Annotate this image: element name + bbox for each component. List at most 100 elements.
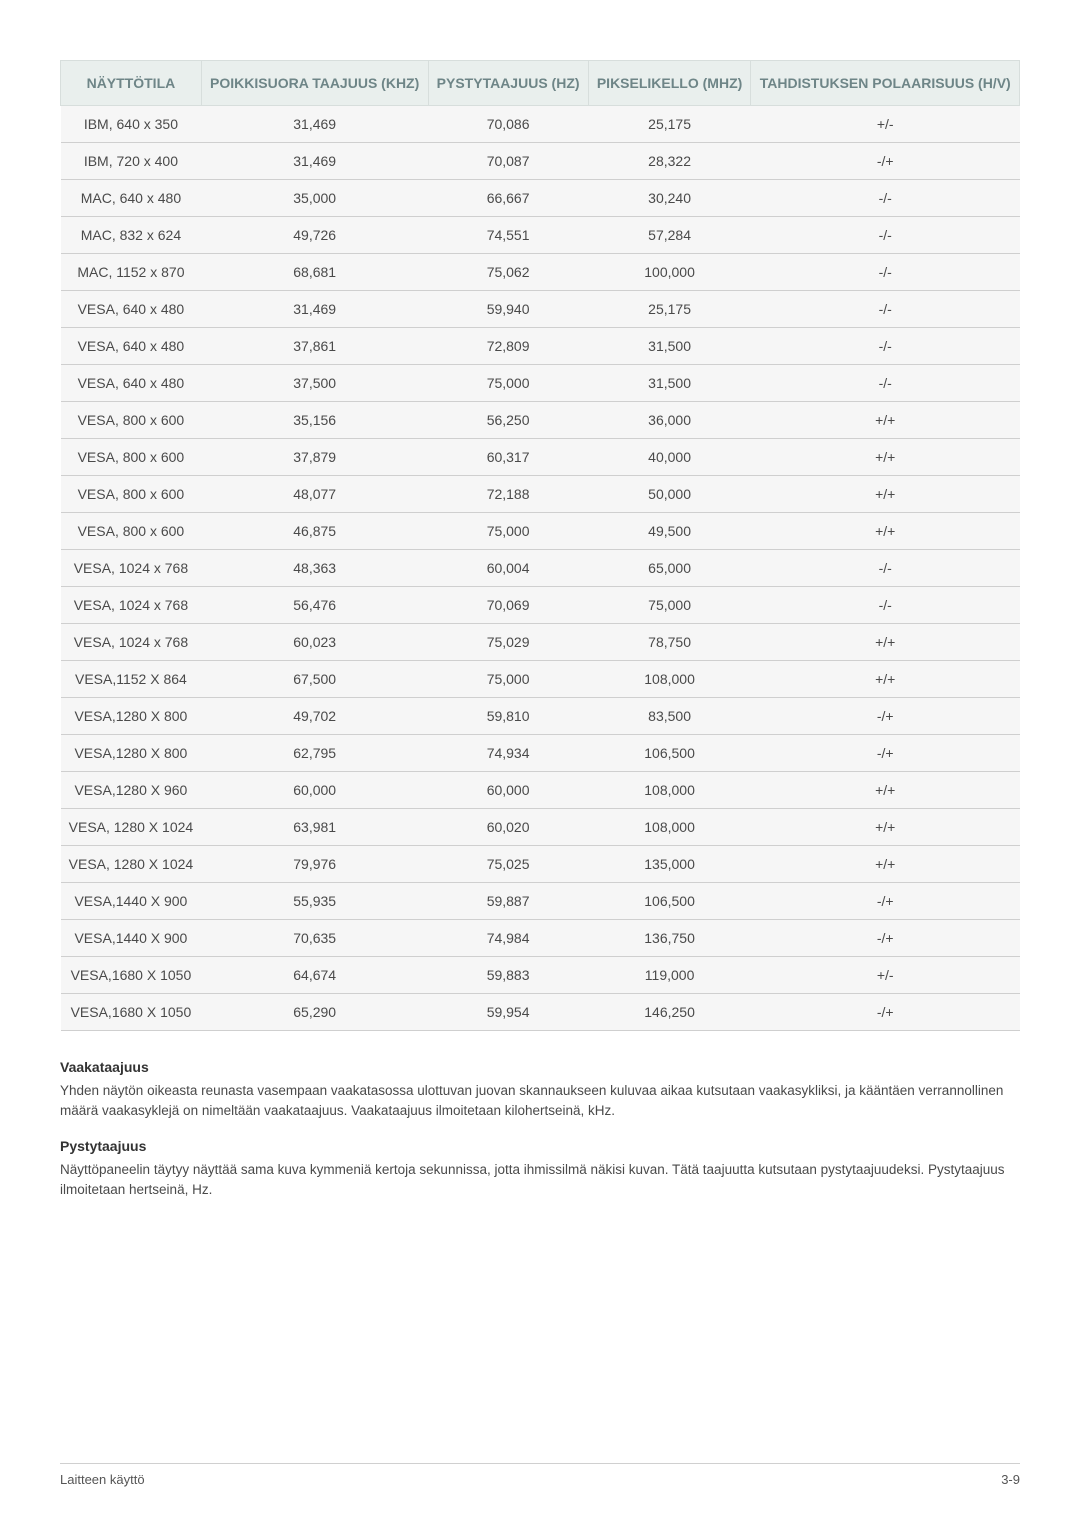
table-row: VESA, 800 x 60035,15656,25036,000+/+ <box>61 402 1020 439</box>
table-cell: 25,175 <box>588 291 751 328</box>
table-cell: 57,284 <box>588 217 751 254</box>
table-cell: 37,861 <box>201 328 428 365</box>
section-title: Vaakataajuus <box>60 1059 1020 1075</box>
col-header-pixelclock: PIKSELIKELLO (MHZ) <box>588 61 751 106</box>
col-header-vfreq: PYSTYTAAJUUS (HZ) <box>428 61 588 106</box>
table-row: VESA, 800 x 60037,87960,31740,000+/+ <box>61 439 1020 476</box>
table-cell: 25,175 <box>588 106 751 143</box>
table-cell: MAC, 1152 x 870 <box>61 254 202 291</box>
table-row: VESA, 1024 x 76856,47670,06975,000-/- <box>61 587 1020 624</box>
text-section: Pystytaajuus Näyttöpaneelin täytyy näyttä… <box>60 1138 1020 1199</box>
table-row: VESA, 800 x 60046,87575,00049,500+/+ <box>61 513 1020 550</box>
table-row: VESA, 1024 x 76860,02375,02978,750+/+ <box>61 624 1020 661</box>
table-cell: -/+ <box>751 143 1020 180</box>
table-cell: -/- <box>751 328 1020 365</box>
table-cell: 70,635 <box>201 920 428 957</box>
table-cell: 59,810 <box>428 698 588 735</box>
table-cell: 146,250 <box>588 994 751 1031</box>
table-cell: VESA,1280 X 800 <box>61 735 202 772</box>
table-cell: 108,000 <box>588 772 751 809</box>
table-cell: 60,020 <box>428 809 588 846</box>
table-row: VESA, 1024 x 76848,36360,00465,000-/- <box>61 550 1020 587</box>
table-cell: 64,674 <box>201 957 428 994</box>
table-row: IBM, 720 x 40031,46970,08728,322-/+ <box>61 143 1020 180</box>
table-cell: 37,879 <box>201 439 428 476</box>
table-cell: 35,000 <box>201 180 428 217</box>
section-title: Pystytaajuus <box>60 1138 1020 1154</box>
table-row: VESA, 640 x 48037,86172,80931,500-/- <box>61 328 1020 365</box>
table-cell: -/- <box>751 254 1020 291</box>
table-cell: 62,795 <box>201 735 428 772</box>
table-cell: -/- <box>751 365 1020 402</box>
table-cell: 49,702 <box>201 698 428 735</box>
table-cell: 56,476 <box>201 587 428 624</box>
table-cell: 56,250 <box>428 402 588 439</box>
table-row: VESA,1280 X 80049,70259,81083,500-/+ <box>61 698 1020 735</box>
table-cell: +/+ <box>751 661 1020 698</box>
table-cell: 40,000 <box>588 439 751 476</box>
table-cell: -/- <box>751 180 1020 217</box>
col-header-hfreq: POIKKISUORA TAAJUUS (KHZ) <box>201 61 428 106</box>
table-cell: 31,469 <box>201 143 428 180</box>
table-cell: VESA,1440 X 900 <box>61 920 202 957</box>
table-cell: 37,500 <box>201 365 428 402</box>
table-cell: 31,469 <box>201 106 428 143</box>
footer-left: Laitteen käyttö <box>60 1472 145 1487</box>
table-cell: VESA, 640 x 480 <box>61 328 202 365</box>
table-cell: -/+ <box>751 698 1020 735</box>
table-cell: 67,500 <box>201 661 428 698</box>
timing-table: NÄYTTÖTILA POIKKISUORA TAAJUUS (KHZ) PYS… <box>60 60 1020 1031</box>
table-cell: VESA, 1024 x 768 <box>61 624 202 661</box>
table-cell: 30,240 <box>588 180 751 217</box>
table-cell: VESA, 1024 x 768 <box>61 587 202 624</box>
table-cell: 66,667 <box>428 180 588 217</box>
table-cell: 59,883 <box>428 957 588 994</box>
table-row: VESA,1440 X 90055,93559,887106,500-/+ <box>61 883 1020 920</box>
table-row: IBM, 640 x 35031,46970,08625,175+/- <box>61 106 1020 143</box>
table-cell: +/+ <box>751 513 1020 550</box>
table-cell: VESA, 1280 X 1024 <box>61 809 202 846</box>
table-row: VESA, 640 x 48037,50075,00031,500-/- <box>61 365 1020 402</box>
table-cell: 83,500 <box>588 698 751 735</box>
section-body: Näyttöpaneelin täytyy näyttää sama kuva … <box>60 1160 1020 1199</box>
table-row: VESA, 1280 X 102479,97675,025135,000+/+ <box>61 846 1020 883</box>
table-cell: +/+ <box>751 624 1020 661</box>
table-cell: 136,750 <box>588 920 751 957</box>
table-row: VESA,1280 X 96060,00060,000108,000+/+ <box>61 772 1020 809</box>
table-cell: IBM, 720 x 400 <box>61 143 202 180</box>
table-row: MAC, 1152 x 87068,68175,062100,000-/- <box>61 254 1020 291</box>
table-cell: 49,500 <box>588 513 751 550</box>
table-cell: VESA, 800 x 600 <box>61 402 202 439</box>
table-row: VESA,1280 X 80062,79574,934106,500-/+ <box>61 735 1020 772</box>
table-row: VESA,1680 X 105064,67459,883119,000+/- <box>61 957 1020 994</box>
table-cell: 60,317 <box>428 439 588 476</box>
table-cell: 72,188 <box>428 476 588 513</box>
col-header-mode: NÄYTTÖTILA <box>61 61 202 106</box>
table-cell: 108,000 <box>588 809 751 846</box>
table-cell: MAC, 832 x 624 <box>61 217 202 254</box>
table-cell: 70,086 <box>428 106 588 143</box>
table-cell: +/+ <box>751 439 1020 476</box>
table-cell: 75,062 <box>428 254 588 291</box>
table-cell: 119,000 <box>588 957 751 994</box>
table-cell: 48,077 <box>201 476 428 513</box>
table-row: VESA, 800 x 60048,07772,18850,000+/+ <box>61 476 1020 513</box>
table-cell: 135,000 <box>588 846 751 883</box>
table-cell: 79,976 <box>201 846 428 883</box>
table-row: VESA,1680 X 105065,29059,954146,250-/+ <box>61 994 1020 1031</box>
table-cell: 36,000 <box>588 402 751 439</box>
table-cell: 59,940 <box>428 291 588 328</box>
table-cell: 63,981 <box>201 809 428 846</box>
table-row: MAC, 832 x 62449,72674,55157,284-/- <box>61 217 1020 254</box>
table-cell: -/+ <box>751 994 1020 1031</box>
table-cell: -/+ <box>751 920 1020 957</box>
table-cell: 78,750 <box>588 624 751 661</box>
table-cell: 106,500 <box>588 883 751 920</box>
table-cell: 74,984 <box>428 920 588 957</box>
section-body: Yhden näytön oikeasta reunasta vasempaan… <box>60 1081 1020 1120</box>
table-cell: +/+ <box>751 846 1020 883</box>
table-cell: 70,087 <box>428 143 588 180</box>
table-cell: 65,000 <box>588 550 751 587</box>
table-cell: 75,025 <box>428 846 588 883</box>
table-cell: 49,726 <box>201 217 428 254</box>
